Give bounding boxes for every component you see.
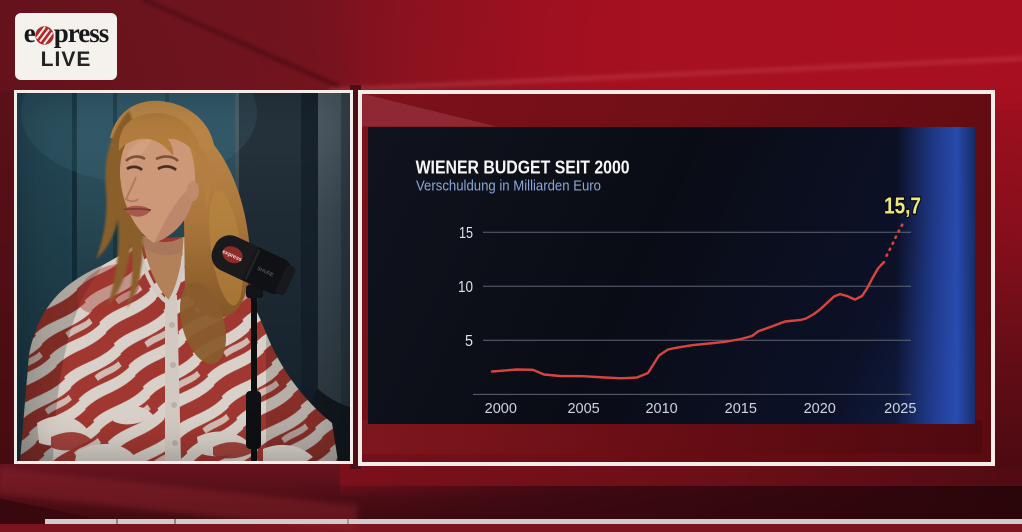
svg-text:2025: 2025 [884, 401, 916, 417]
svg-text:2015: 2015 [725, 401, 757, 417]
svg-text:2010: 2010 [645, 401, 677, 417]
svg-text:15: 15 [459, 225, 473, 242]
svg-text:2005: 2005 [567, 401, 599, 417]
svg-text:Verschuldung in Milliarden Eur: Verschuldung in Milliarden Euro [416, 178, 601, 194]
svg-text:WIENER BUDGET SEIT 2000: WIENER BUDGET SEIT 2000 [416, 156, 630, 177]
svg-text:10: 10 [458, 279, 473, 296]
svg-text:15,7: 15,7 [884, 193, 921, 219]
svg-text:2000: 2000 [485, 401, 517, 417]
svg-text:2020: 2020 [804, 401, 836, 417]
svg-text:5: 5 [465, 333, 473, 350]
